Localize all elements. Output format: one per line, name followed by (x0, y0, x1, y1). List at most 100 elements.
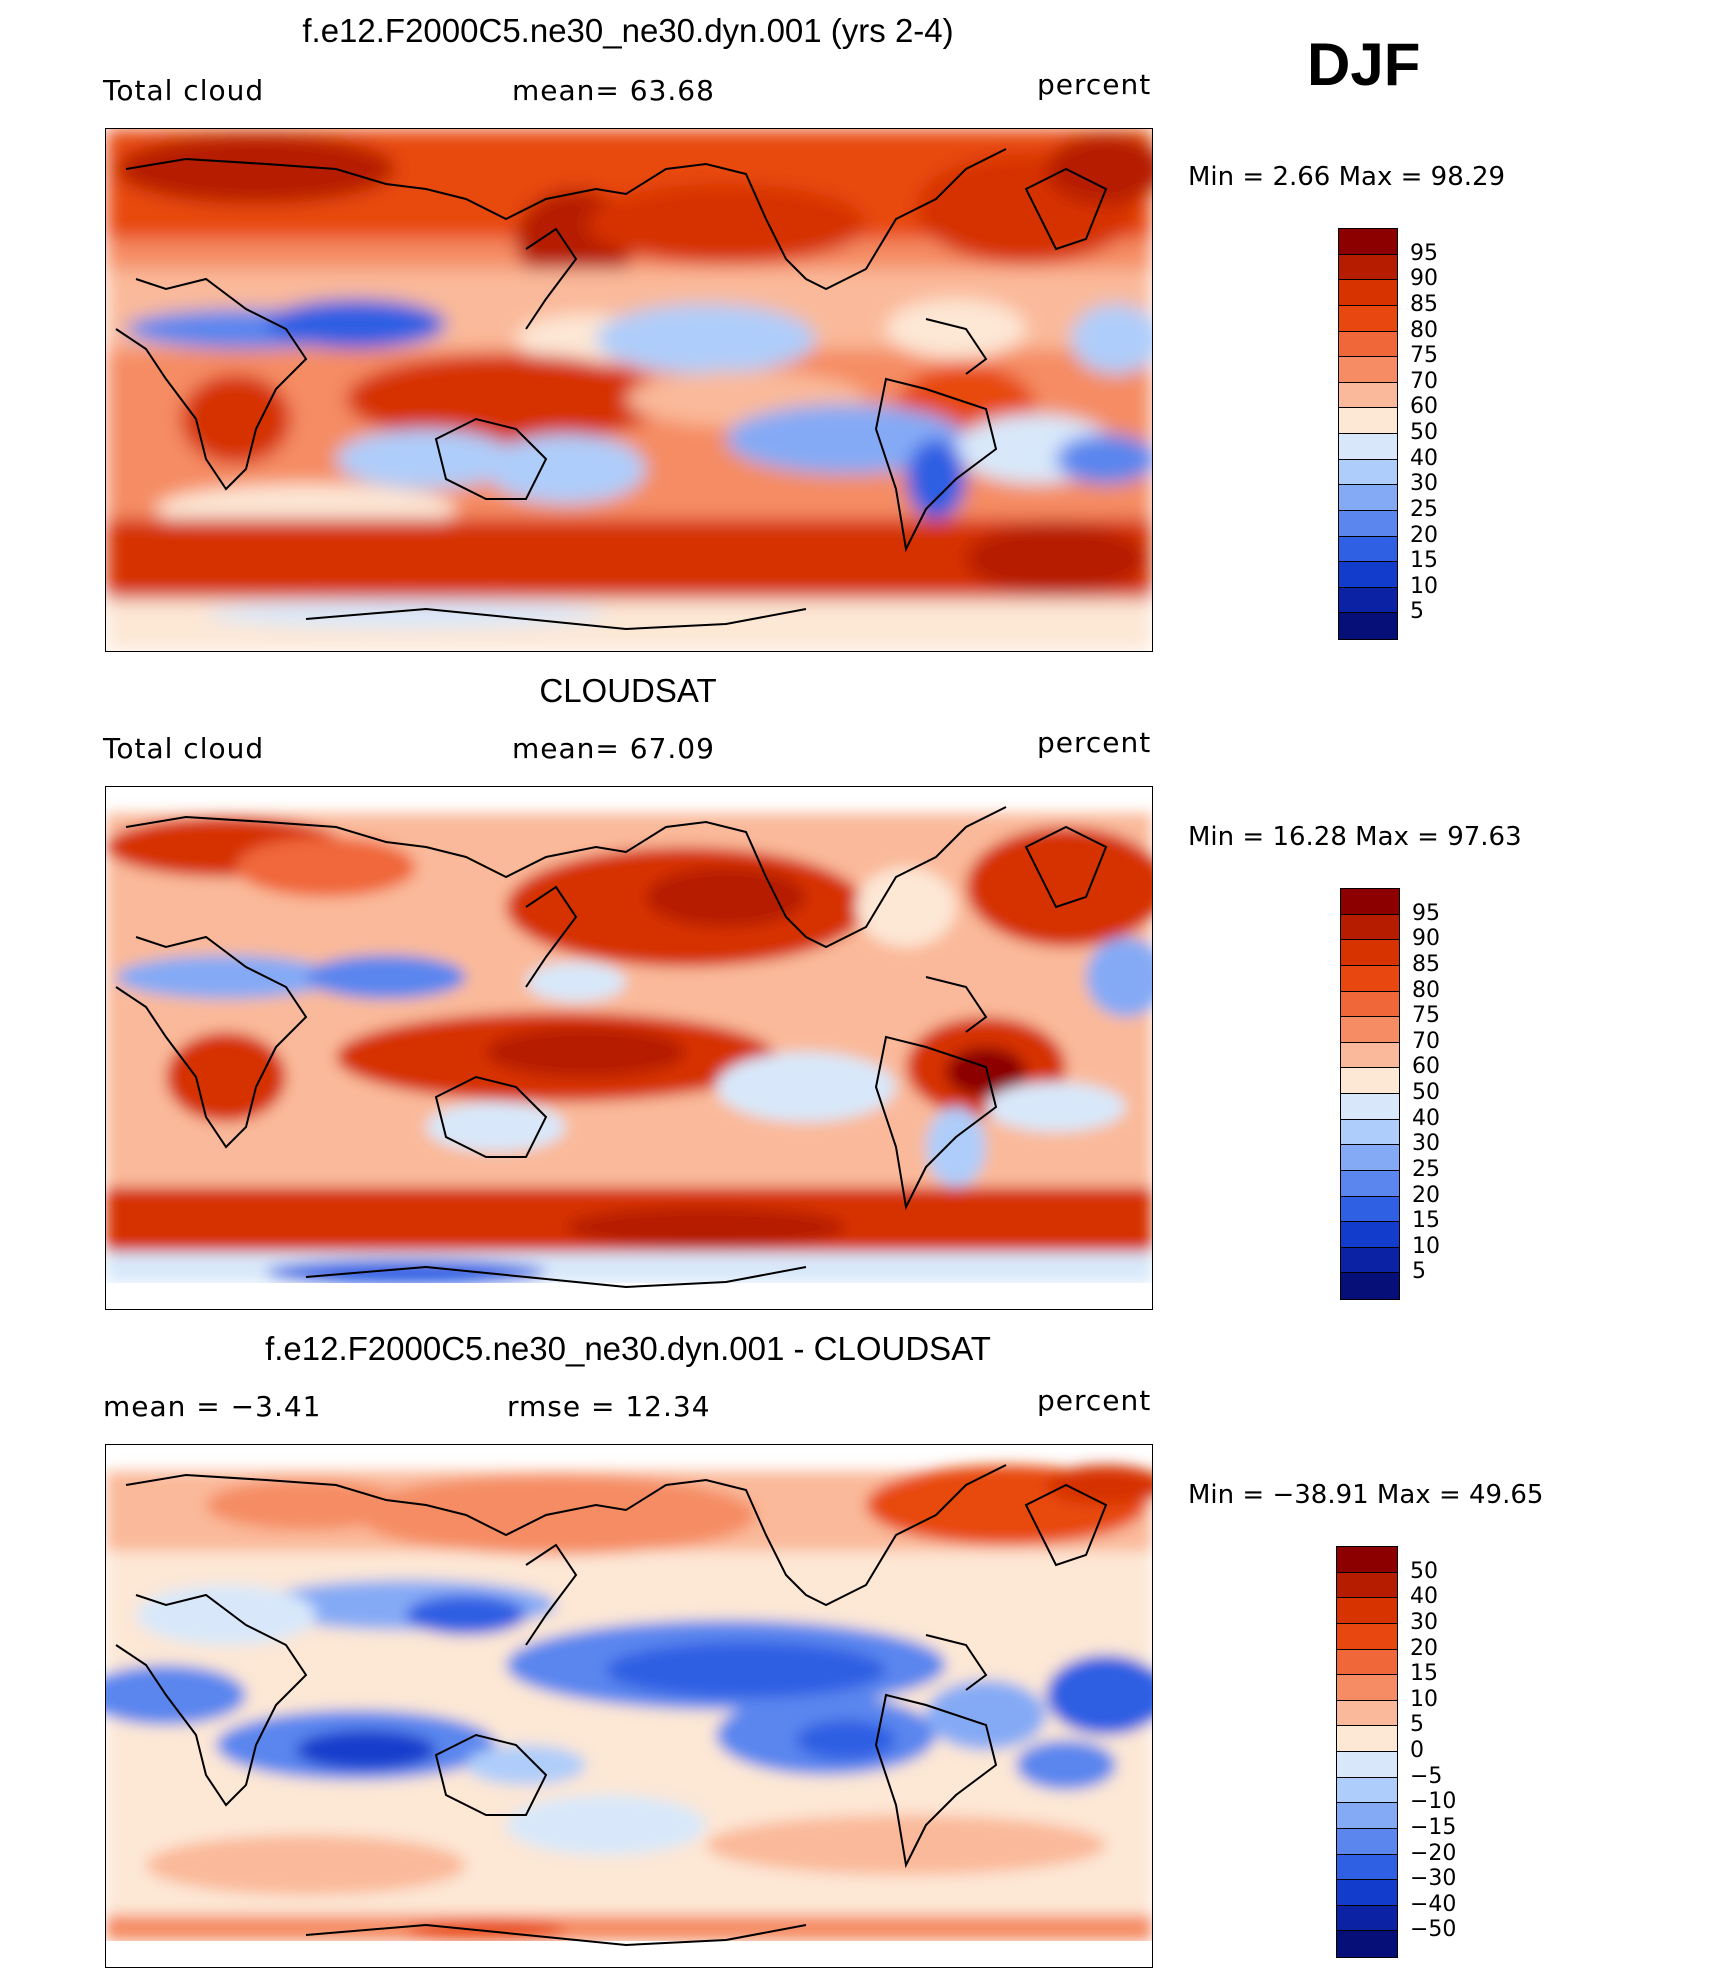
colorbar-swatch (1341, 965, 1399, 992)
colorbar-tick-label: 60 (1410, 394, 1438, 420)
colorbar-tick-label: 30 (1410, 471, 1438, 497)
colorbar-tick-label: 80 (1412, 977, 1440, 1003)
colorbar-tick-label: −15 (1410, 1814, 1457, 1840)
colorbar-tick-label: 50 (1412, 1080, 1440, 1105)
colorbar-tick-label: 40 (1410, 1584, 1438, 1610)
colorbar-swatch (1341, 991, 1399, 1018)
colorbar-swatch (1337, 1598, 1397, 1624)
colorbar-tick-label: 95 (1412, 900, 1440, 926)
colorbar-swatch (1337, 1931, 1397, 1957)
colorbar-tick-label: 75 (1410, 343, 1438, 369)
panel3-minmax: Min = −38.91 Max = 49.65 (1188, 1480, 1544, 1510)
colorbar-tick-label: 10 (1410, 573, 1438, 599)
colorbar-swatch (1337, 1854, 1397, 1881)
colorbar-tick-label: 30 (1412, 1131, 1440, 1157)
colorbar-tick-label: 70 (1412, 1028, 1440, 1054)
panel1-variable-label: Total cloud (103, 74, 265, 107)
panel1-title: f.e12.F2000C5.ne30_ne30.dyn.001 (yrs 2-4… (302, 12, 954, 49)
colorbar-swatch (1341, 1273, 1399, 1299)
colorbar-swatch (1341, 1119, 1399, 1146)
colorbar-swatch (1341, 1196, 1399, 1223)
colorbar-swatch (1337, 1828, 1397, 1855)
colorbar-tick-label: 10 (1410, 1686, 1438, 1712)
colorbar-swatch (1337, 1880, 1397, 1906)
panel2-map-svg (106, 787, 1152, 1309)
colorbar-swatch (1339, 357, 1397, 383)
colorbar-tick-label: 0 (1410, 1738, 1424, 1763)
colorbar-swatch (1337, 1905, 1397, 1932)
colorbar-swatch (1341, 889, 1399, 915)
colorbar-tick-label: 20 (1412, 1182, 1440, 1208)
panel2-title: CLOUDSAT (539, 672, 717, 709)
colorbar-tick-label: 90 (1410, 266, 1438, 292)
colorbar-tick-label: 85 (1410, 291, 1438, 317)
colorbar-swatch (1339, 254, 1397, 281)
panel2-units-label: percent (1037, 726, 1152, 759)
colorbar-swatch (1339, 459, 1397, 486)
colorbar-tick-label: −5 (1410, 1763, 1443, 1789)
colorbar-swatch (1339, 587, 1397, 614)
colorbar-swatch (1337, 1547, 1397, 1573)
panel1-minmax: Min = 2.66 Max = 98.29 (1188, 162, 1506, 192)
colorbar-swatch (1339, 408, 1397, 434)
colorbar-tick-label: 30 (1410, 1609, 1438, 1635)
colorbar-tick-label: −30 (1410, 1866, 1457, 1892)
colorbar-swatch (1341, 1170, 1399, 1197)
colorbar-tick-label: 70 (1410, 368, 1438, 394)
panel3-title: f.e12.F2000C5.ne30_ne30.dyn.001 - CLOUDS… (265, 1330, 991, 1367)
colorbar-tick-label: 50 (1410, 1558, 1438, 1584)
colorbar-tick-label: 10 (1412, 1233, 1440, 1259)
panel3-mean-label: mean = −3.41 (103, 1390, 322, 1423)
colorbar-swatch (1341, 914, 1399, 941)
colorbar-tick-label: 25 (1410, 496, 1438, 522)
colorbar-tick-label: 5 (1410, 1712, 1424, 1738)
colorbar-swatch (1337, 1726, 1397, 1752)
panel1-mean-label: mean= 63.68 (512, 74, 715, 107)
panel2-minmax: Min = 16.28 Max = 97.63 (1188, 822, 1522, 852)
colorbar-swatch (1337, 1675, 1397, 1701)
colorbar-swatch (1341, 1222, 1399, 1248)
colorbar-tick-label: −50 (1410, 1917, 1457, 1943)
colorbar-tick-label: 15 (1412, 1208, 1440, 1234)
colorbar-swatch (1339, 485, 1397, 511)
colorbar-swatch (1337, 1752, 1397, 1778)
colorbar-swatch (1341, 940, 1399, 966)
coastlines (115, 148, 1108, 631)
colorbar-tick-label: 15 (1410, 548, 1438, 574)
colorbar-swatch (1339, 382, 1397, 409)
panel3-colorbar (1336, 1546, 1398, 1958)
colorbar-tick-label: 50 (1410, 420, 1438, 445)
colorbar-swatch (1337, 1572, 1397, 1599)
panel3-map (105, 1444, 1153, 1968)
panel1-colorbar (1338, 228, 1398, 640)
season-label: DJF (1307, 31, 1421, 98)
colorbar-swatch (1337, 1649, 1397, 1676)
colorbar-swatch (1339, 229, 1397, 255)
colorbar-swatch (1339, 434, 1397, 460)
colorbar-swatch (1339, 305, 1397, 332)
panel3-map-svg (106, 1445, 1152, 1967)
panel3-rmse-label: rmse = 12.34 (507, 1390, 711, 1423)
colorbar-tick-label: 75 (1412, 1003, 1440, 1029)
colorbar-tick-label: 95 (1410, 240, 1438, 266)
colorbar-tick-label: 60 (1412, 1054, 1440, 1080)
colorbar-tick-label: 40 (1412, 1105, 1440, 1131)
panel1-units-label: percent (1037, 68, 1152, 101)
panel1-map (105, 128, 1153, 652)
panel2-variable-label: Total cloud (103, 732, 265, 765)
colorbar-tick-label: 20 (1410, 1635, 1438, 1661)
colorbar-swatch (1341, 1042, 1399, 1069)
colorbar-tick-label: −40 (1410, 1891, 1457, 1917)
colorbar-swatch (1337, 1803, 1397, 1829)
panel2-mean-label: mean= 67.09 (512, 732, 715, 765)
panel3-units-label: percent (1037, 1384, 1152, 1417)
colorbar-swatch (1337, 1777, 1397, 1804)
panel2-colorbar (1340, 888, 1400, 1300)
colorbar-tick-label: 80 (1410, 317, 1438, 343)
colorbar-swatch (1341, 1094, 1399, 1120)
colorbar-tick-label: 85 (1412, 951, 1440, 977)
panel1-map-svg (106, 129, 1152, 651)
coastlines (115, 806, 1108, 1289)
colorbar-swatch (1339, 562, 1397, 588)
colorbar-swatch (1337, 1700, 1397, 1727)
